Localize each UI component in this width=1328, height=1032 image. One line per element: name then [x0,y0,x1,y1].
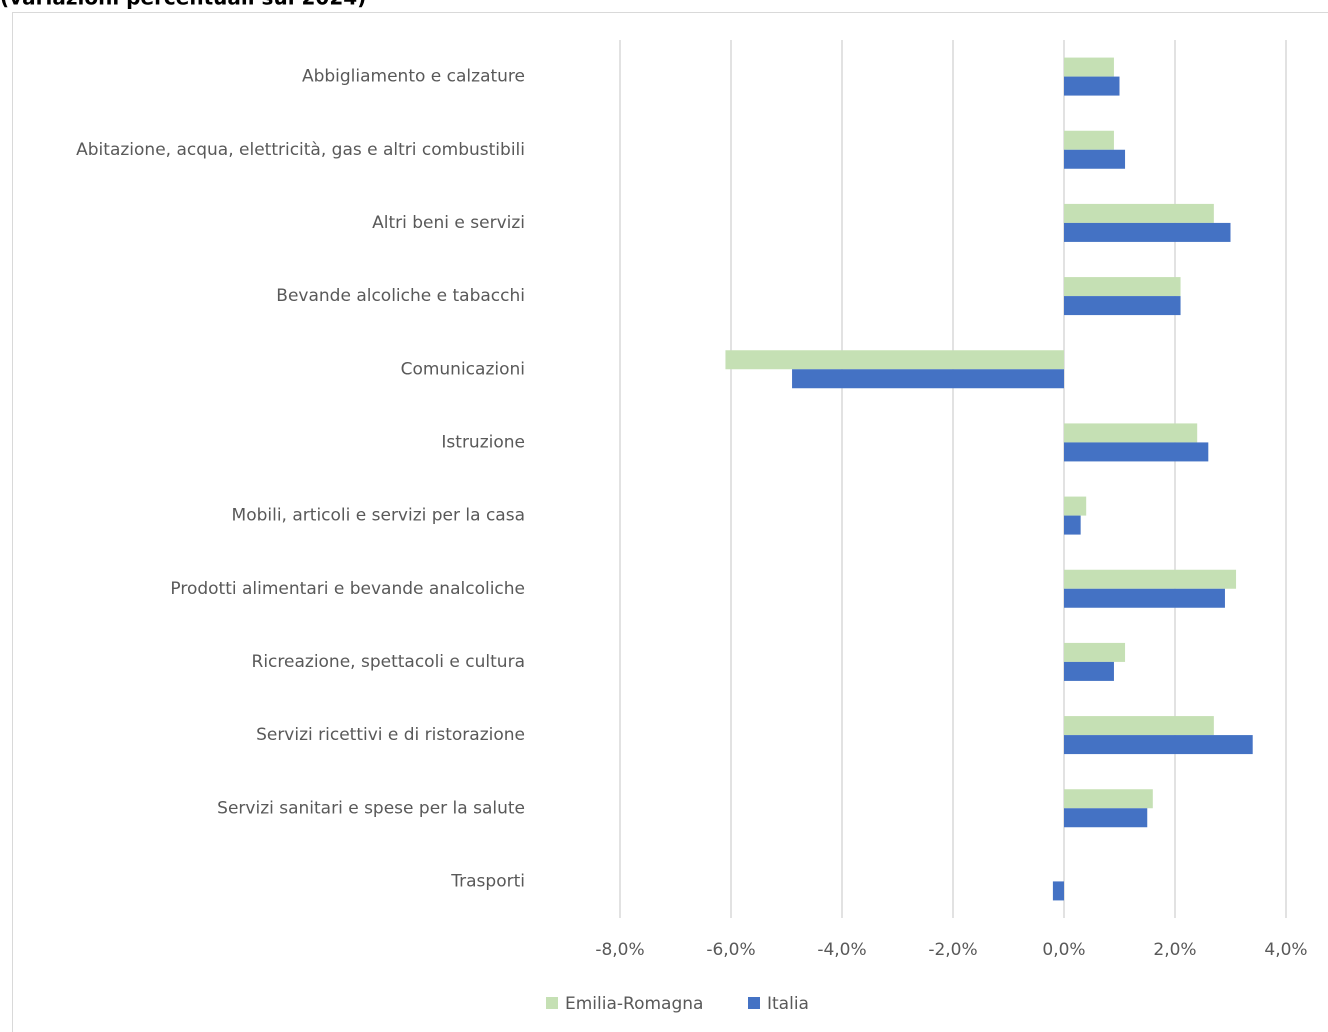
bar [725,350,1064,370]
bar [1064,569,1237,589]
y-tick-label: Altri beni e servizi [372,213,525,233]
x-tick-label: 2,0% [1153,940,1196,960]
bar [1064,296,1181,316]
bar [1064,789,1153,809]
x-tick-label: -8,0% [595,940,644,960]
y-tick-label: Ricreazione, spettacoli e cultura [252,652,525,672]
bar [1064,588,1225,608]
legend-label: Emilia-Romagna [565,994,703,1014]
chart-frame [12,12,1328,1032]
bar [1064,423,1198,443]
y-tick-label: Istruzione [441,432,525,452]
y-tick-label: Trasporti [450,871,525,891]
bar [1064,57,1114,77]
x-tick-label: 0,0% [1042,940,1085,960]
y-tick-label: Comunicazioni [401,359,525,379]
bar [1064,716,1214,736]
bar [1064,442,1209,462]
y-tick-label: Servizi sanitari e spese per la salute [217,798,525,818]
bar [1052,881,1064,901]
legend-label: Italia [767,994,809,1014]
bar [1064,203,1214,223]
x-tick-label: -2,0% [928,940,977,960]
bar [1064,496,1087,516]
bar [1064,735,1253,755]
chart-subtitle: (variazioni percentuali sul 2024) [0,0,366,10]
bar [1064,661,1114,681]
y-tick-label: Bevande alcoliche e tabacchi [276,286,525,306]
bar [1064,76,1120,96]
y-tick-label: Mobili, articoli e servizi per la casa [232,506,525,526]
bar [1064,515,1081,535]
x-tick-label: -4,0% [817,940,866,960]
x-tick-label: -6,0% [706,940,755,960]
bar [1064,149,1126,169]
legend-swatch [546,997,558,1009]
x-tick-label: 4,0% [1264,940,1307,960]
bar [1064,642,1126,662]
bar [792,369,1064,389]
bar [1064,222,1231,242]
y-tick-label: Abbigliamento e calzature [302,67,525,87]
legend-swatch [748,997,760,1009]
bar [1064,130,1114,150]
bar [1064,808,1148,828]
y-tick-label: Servizi ricettivi e di ristorazione [256,725,525,745]
y-tick-label: Prodotti alimentari e bevande analcolich… [170,579,525,599]
y-tick-label: Abitazione, acqua, elettricità, gas e al… [76,140,525,160]
bar [1064,277,1181,297]
